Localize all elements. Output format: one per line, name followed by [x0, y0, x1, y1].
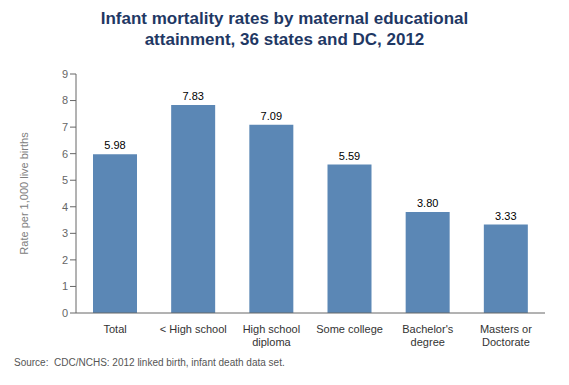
- html-text:attainment, 36 states and DC,: attainment, 36 states and DC, 2012: [144, 30, 425, 49]
- svg-text:7.09: 7.09: [261, 110, 282, 122]
- html-text:Infant mortality rates by mate: Infant mortality rates by maternal educa…: [100, 9, 469, 28]
- svg-text:1: 1: [62, 280, 68, 292]
- svg-text:5: 5: [62, 174, 68, 186]
- svg-text:Total: Total: [103, 323, 126, 335]
- svg-text:5.98: 5.98: [104, 139, 125, 151]
- svg-text:5.59: 5.59: [339, 150, 360, 162]
- svg-text:3: 3: [62, 227, 68, 239]
- svg-text:8: 8: [62, 94, 68, 106]
- svg-text:3.33: 3.33: [495, 210, 516, 222]
- svg-text:3.80: 3.80: [417, 197, 438, 209]
- svg-text:Some college: Some college: [316, 323, 383, 335]
- svg-text:4: 4: [62, 201, 68, 213]
- html-text:Source: CDC/NCHS: 2012 linked: Source: CDC/NCHS: 2012 linked birth, inf…: [14, 357, 285, 368]
- svg-text:2: 2: [62, 254, 68, 266]
- svg-text:7: 7: [62, 121, 68, 133]
- svg-text:7.83: 7.83: [182, 90, 203, 102]
- svg-text:Bachelor'sdegree: Bachelor'sdegree: [402, 323, 454, 348]
- svg-text:Masters orDoctorate: Masters orDoctorate: [480, 323, 532, 348]
- svg-text:0: 0: [62, 307, 68, 319]
- svg-text:< High school: < High school: [160, 323, 227, 335]
- svg-text:High schooldiploma: High schooldiploma: [243, 323, 300, 348]
- svg-text:6: 6: [62, 148, 68, 160]
- svg-text:Rate per 1,000 live births: Rate per 1,000 live births: [18, 132, 30, 255]
- svg-text:9: 9: [62, 68, 68, 80]
